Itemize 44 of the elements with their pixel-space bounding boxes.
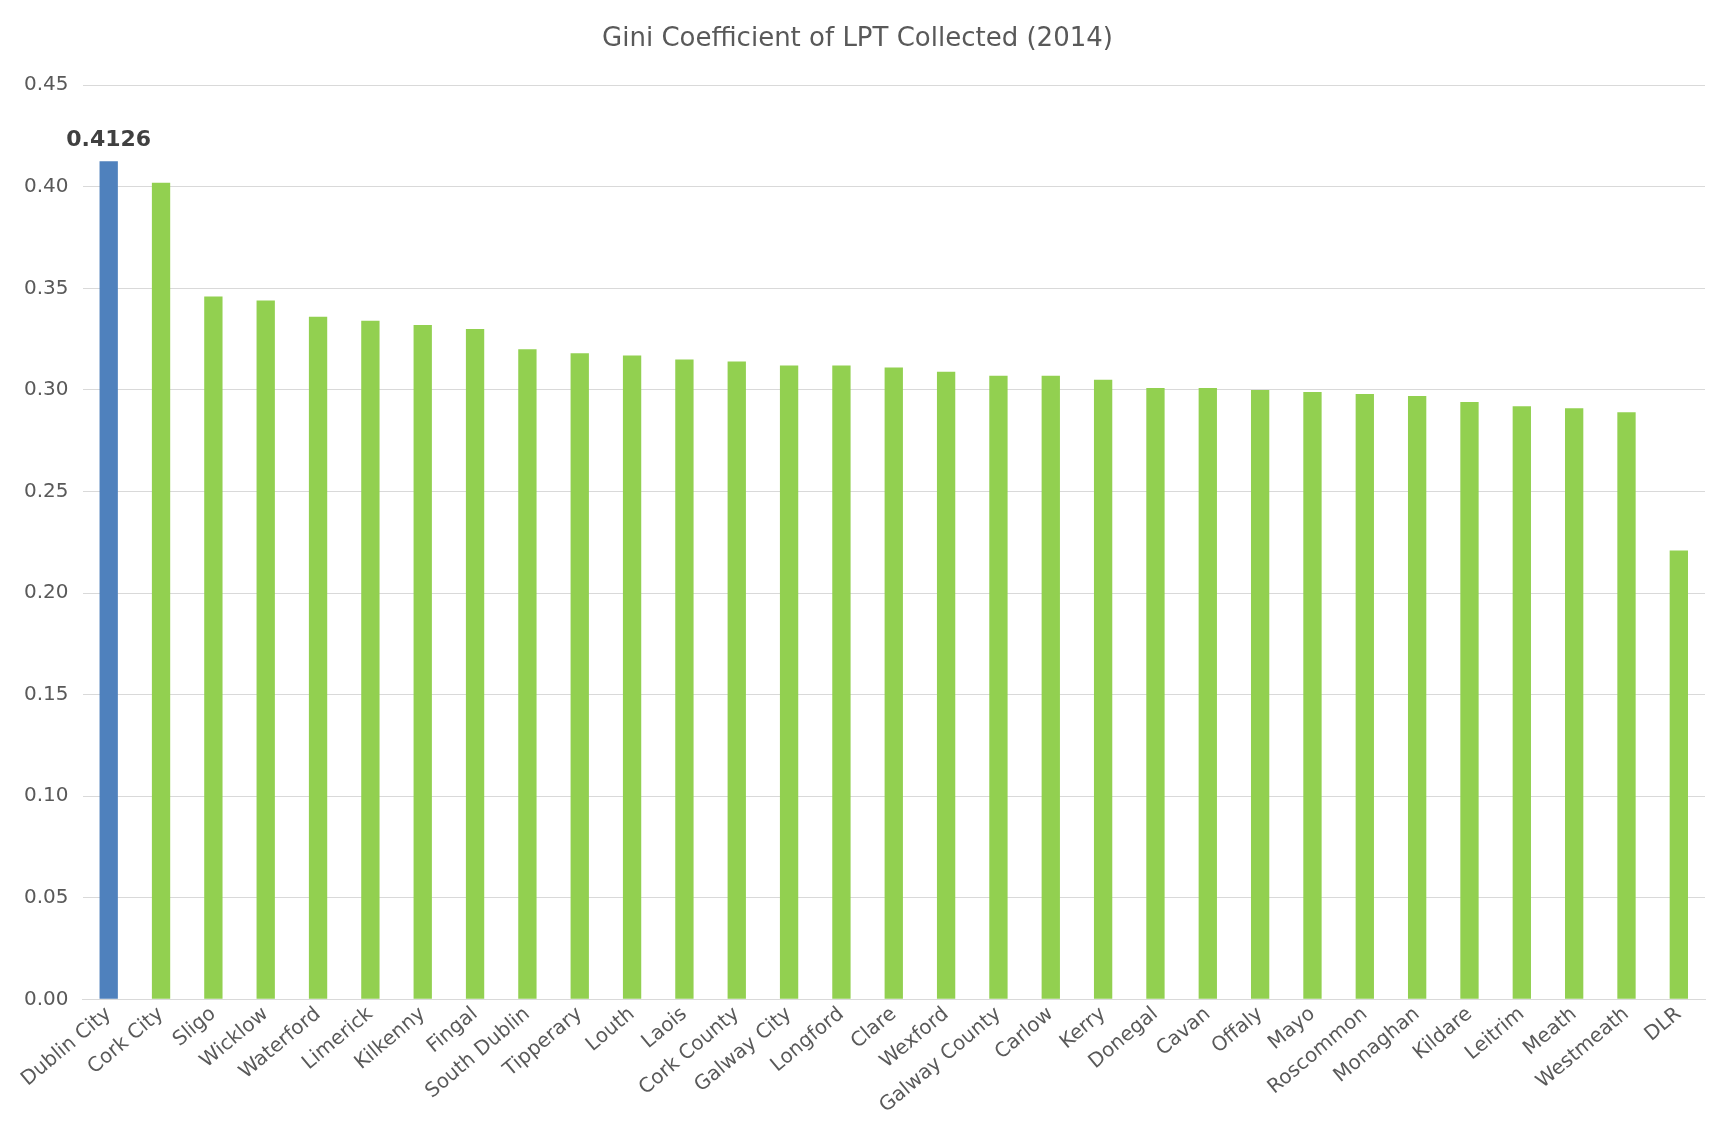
y-tick-label: 0.00	[24, 985, 69, 1010]
y-tick-label: 0.40	[24, 172, 69, 197]
bar	[1198, 387, 1217, 999]
bar	[1617, 412, 1636, 999]
bar	[1146, 387, 1165, 999]
bar	[727, 361, 746, 999]
y-tick-label: 0.35	[24, 274, 69, 299]
bar	[518, 349, 537, 999]
y-tick-label: 0.15	[24, 680, 69, 705]
bar	[622, 355, 642, 999]
bar	[570, 353, 589, 999]
bar	[1355, 393, 1374, 999]
bar	[1460, 402, 1479, 999]
bar	[1093, 379, 1113, 999]
bar	[99, 161, 118, 999]
bar	[308, 316, 328, 999]
y-tick-label: 0.25	[24, 477, 69, 502]
bar	[1669, 550, 1688, 999]
bar	[989, 375, 1008, 999]
bar	[256, 300, 275, 999]
bar	[204, 296, 223, 999]
chart-title: Gini Coefficient of LPT Collected (2014)	[602, 22, 1113, 53]
bar	[675, 359, 694, 999]
bar	[413, 324, 432, 999]
bar	[465, 328, 485, 999]
y-tick-label: 0.30	[24, 376, 69, 401]
y-tick-label: 0.45	[24, 71, 69, 96]
bar	[1250, 389, 1270, 999]
y-tick-label: 0.05	[24, 883, 69, 908]
bar	[884, 367, 903, 999]
bar	[151, 182, 171, 999]
bar	[779, 365, 799, 999]
y-tick-label: 0.20	[24, 579, 69, 604]
data-label: 0.4126	[66, 125, 152, 151]
y-tick-label: 0.10	[24, 782, 69, 807]
bar	[936, 371, 956, 999]
bar	[832, 365, 851, 999]
bar	[1303, 391, 1322, 999]
bar	[361, 320, 380, 999]
bar	[1565, 408, 1584, 999]
bar	[1041, 375, 1060, 999]
bar	[1407, 396, 1427, 999]
bar	[1512, 406, 1531, 999]
x-tick-label: DLR	[1639, 1000, 1686, 1046]
